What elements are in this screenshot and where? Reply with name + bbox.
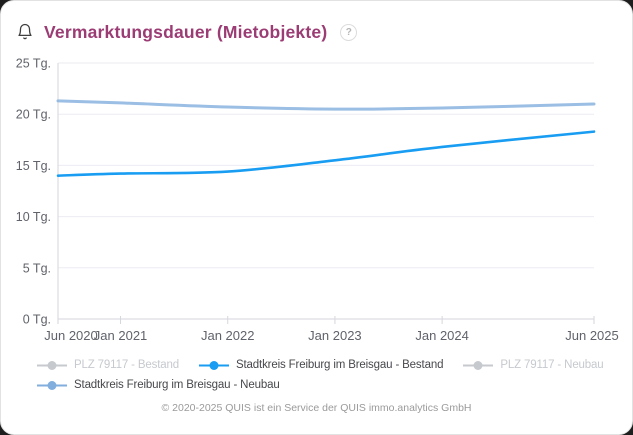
legend-marker-icon xyxy=(37,380,67,390)
series-line xyxy=(56,130,596,177)
y-axis-tick-label: 20 Tg. xyxy=(16,108,51,122)
question-mark-icon[interactable]: ? xyxy=(340,23,358,41)
bell-icon[interactable] xyxy=(15,22,35,42)
legend-label: Stadtkreis Freiburg im Breisgau - Bestan… xyxy=(235,359,444,371)
legend-item[interactable]: PLZ 79117 - Neubau xyxy=(463,359,604,371)
legend-row: PLZ 79117 - Bestand Stadtkreis Freiburg i… xyxy=(37,355,622,375)
x-axis-tick-label: Jan 2022 xyxy=(201,328,255,343)
x-axis-tick-label: Jan 2023 xyxy=(308,328,362,343)
chart-legend: PLZ 79117 - Bestand Stadtkreis Freiburg i… xyxy=(1,355,632,395)
x-axis-tick-label: Jun 2020 xyxy=(44,328,98,343)
y-axis-tick-label: 25 Tg. xyxy=(16,57,51,71)
series-line xyxy=(56,99,596,111)
x-axis-tick-label: Jan 2021 xyxy=(94,328,148,343)
legend-marker-icon xyxy=(37,360,67,370)
legend-row: Stadtkreis Freiburg im Breisgau - Neubau xyxy=(37,375,622,395)
y-axis-tick-label: 10 Tg. xyxy=(16,210,51,224)
legend-item[interactable]: Stadtkreis Freiburg im Breisgau - Bestan… xyxy=(198,359,444,371)
legend-item[interactable]: Stadtkreis Freiburg im Breisgau - Neubau xyxy=(37,379,280,391)
legend-label: Stadtkreis Freiburg im Breisgau - Neubau xyxy=(74,379,280,391)
widget-header: Vermarktungsdauer (Mietobjekte) ? xyxy=(1,1,632,47)
y-axis-tick-label: 0 Tg. xyxy=(23,313,51,327)
legend-marker-icon xyxy=(198,360,229,370)
y-axis-tick-label: 5 Tg. xyxy=(23,261,51,275)
x-axis-tick-label: Jun 2025 xyxy=(565,328,619,343)
y-axis-tick-label: 15 Tg. xyxy=(16,159,51,173)
page-title: Vermarktungsdauer (Mietobjekte) xyxy=(44,21,328,42)
line-chart: 0 Tg. 5 Tg. 10 Tg. 15 Tg. 20 Tg. 25 Tg. Jun 20… xyxy=(16,57,619,344)
copyright-text: © 2020-2025 QUIS ist ein Service der QUI… xyxy=(161,402,472,414)
legend-marker-icon xyxy=(463,360,494,370)
legend-item[interactable]: PLZ 79117 - Bestand xyxy=(37,359,179,371)
legend-label: PLZ 79117 - Neubau xyxy=(500,359,604,371)
legend-label: PLZ 79117 - Bestand xyxy=(74,359,179,371)
x-axis-tick-label: Jan 2024 xyxy=(415,328,469,343)
